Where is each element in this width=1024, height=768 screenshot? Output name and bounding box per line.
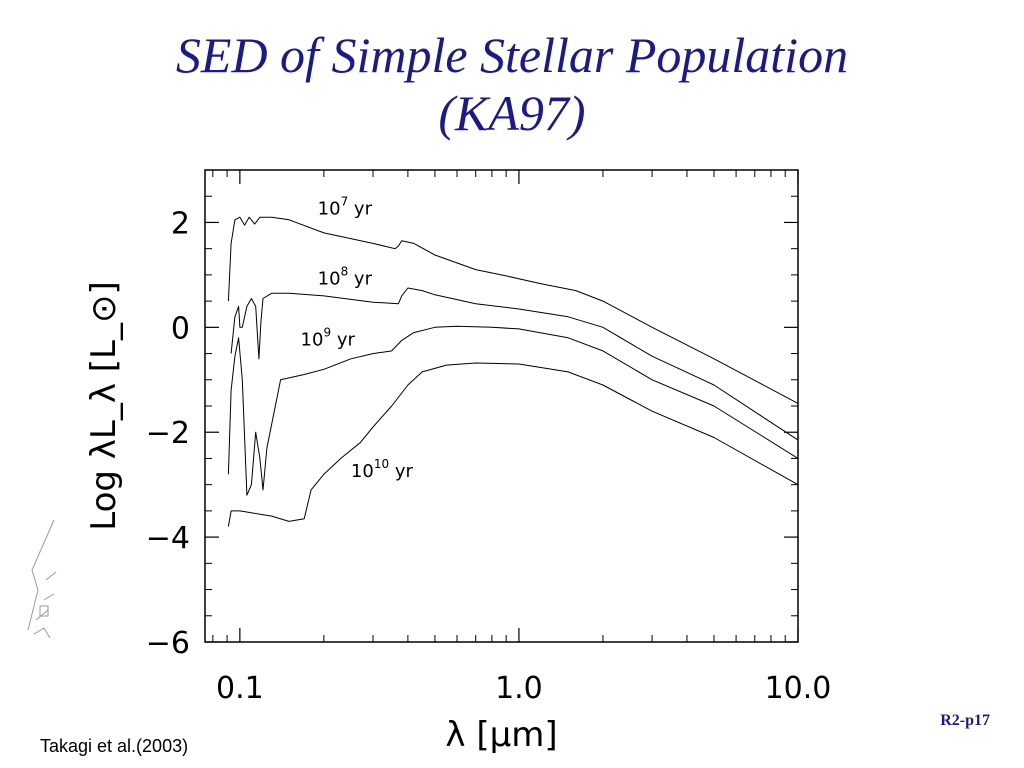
series-label-age-0: 107 yr <box>318 195 373 220</box>
citation-credit: Takagi et al.(2003) <box>40 736 189 756</box>
scan-artifact-graphic <box>27 519 57 639</box>
page-reference: R2-p17 <box>940 712 990 729</box>
y-tick-label: −2 <box>146 416 190 451</box>
series-lines <box>227 216 799 527</box>
x-tick-label: 1.0 <box>495 671 543 706</box>
series-line-age-3 <box>227 362 799 527</box>
series-labels: 107 yr 108 yr 109 yr 1010 yr <box>301 195 414 482</box>
x-tick-label: 10.0 <box>765 671 832 706</box>
slide-title: SED of Simple Stellar Population (KA97) <box>0 26 1024 142</box>
y-tick-label: 0 <box>171 311 190 346</box>
axis-labels: λ [μm] Log λL_λ [L_⊙] <box>84 281 558 755</box>
title-line-1: SED of Simple Stellar Population <box>175 27 849 83</box>
plot-border <box>204 169 799 643</box>
series-line-age-2 <box>227 325 799 496</box>
y-tick-label: −4 <box>146 521 190 556</box>
series-label-age-2: 109 yr <box>301 326 356 351</box>
y-tick-label: 2 <box>171 206 190 241</box>
plot-frame <box>204 169 799 643</box>
series-label-age-3: 1010 yr <box>351 457 414 482</box>
x-tick-label: 0.1 <box>216 671 264 706</box>
x-axis-label: λ [μm] <box>445 715 557 755</box>
series-line-age-1 <box>230 287 799 441</box>
y-tick-label: −6 <box>146 626 190 661</box>
axis-ticks: 0.1 1.0 10.0 2 0 −2 −4 −6 <box>146 169 832 706</box>
y-axis-label: Log λL_λ [L_⊙] <box>84 281 124 531</box>
series-line-age-0 <box>227 216 799 404</box>
series-label-age-1: 108 yr <box>318 264 373 289</box>
title-line-2: (KA97) <box>438 85 586 141</box>
